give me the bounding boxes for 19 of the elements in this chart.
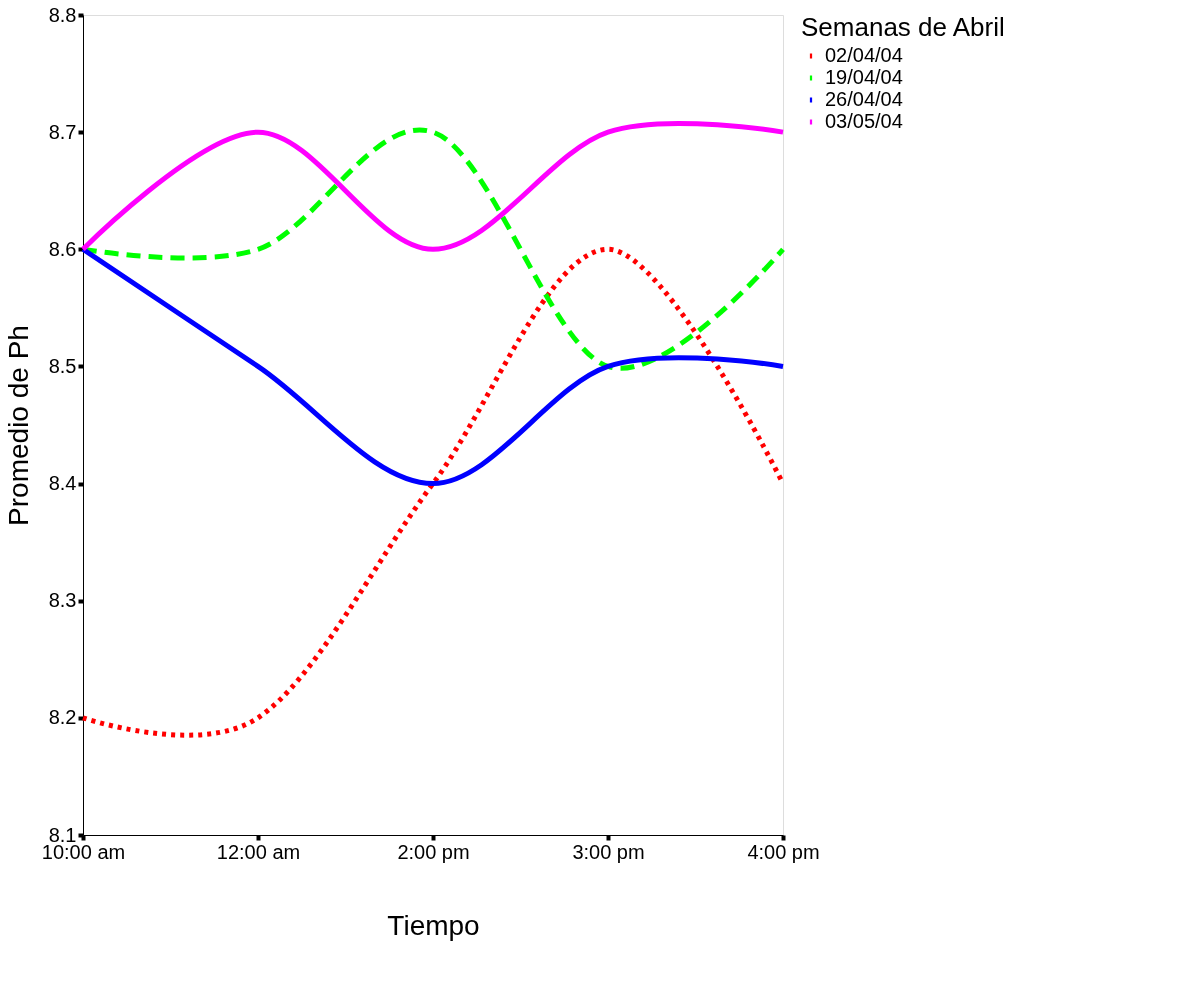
y-tick-label: 8.3 bbox=[48, 589, 77, 612]
legend-label: 03/05/04 bbox=[825, 110, 903, 132]
y-axis-title: Promedio de Ph bbox=[2, 325, 34, 526]
x-axis-title: Tiempo bbox=[387, 909, 480, 941]
legend-label: 26/04/04 bbox=[825, 88, 903, 110]
x-tick-label: 12:00 am bbox=[216, 840, 301, 863]
y-tick-label: 8.5 bbox=[48, 354, 77, 377]
x-tick-label: 4:00 pm bbox=[747, 840, 820, 863]
y-tick-label: 8.2 bbox=[48, 706, 77, 729]
x-tick-label: 3:00 pm bbox=[572, 840, 645, 863]
legend-label: 19/04/04 bbox=[825, 66, 903, 88]
y-tick-label: 8.1 bbox=[48, 823, 77, 846]
y-tick-label: 8.7 bbox=[48, 120, 77, 143]
legend-title: Semanas de Abril bbox=[801, 12, 1005, 42]
y-tick-label: 8.8 bbox=[48, 3, 77, 26]
y-tick-label: 8.6 bbox=[48, 237, 77, 260]
y-tick-label: 8.4 bbox=[48, 472, 77, 495]
x-tick-label: 2:00 pm bbox=[397, 840, 470, 863]
legend-label: 02/04/04 bbox=[825, 44, 903, 66]
